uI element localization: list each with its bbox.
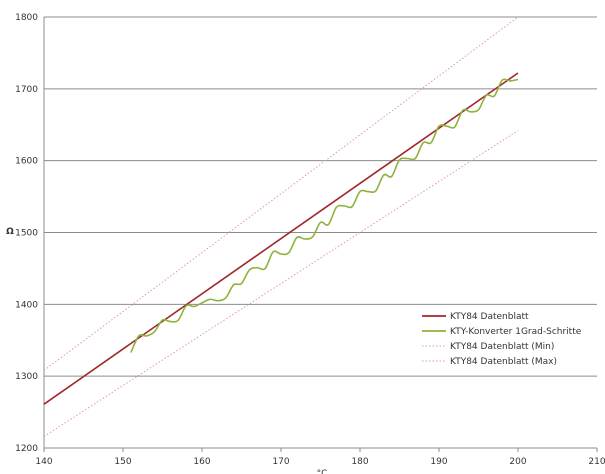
y-tick-labels: 1200 1300 1400 1500 1600 1700 1800 xyxy=(15,13,38,454)
x-tick-label: 160 xyxy=(193,457,210,467)
axes xyxy=(43,17,598,452)
x-tick-label: 210 xyxy=(588,457,605,467)
y-tick-label: 1800 xyxy=(15,13,38,23)
y-axis-label: Ω xyxy=(6,227,14,237)
series-line-2 xyxy=(130,78,519,353)
y-tick-label: 1700 xyxy=(15,85,38,95)
legend: KTY84 Datenblatt KTY-Konverter 1Grad-Schr… xyxy=(422,312,582,367)
y-tick-label: 1200 xyxy=(15,444,38,454)
gridlines xyxy=(44,16,597,377)
x-tick-label: 180 xyxy=(351,457,368,467)
legend-label: KTY84 Datenblatt (Max) xyxy=(450,357,557,367)
series-line-4 xyxy=(43,16,519,371)
x-tick-label: 140 xyxy=(35,457,52,467)
legend-label: KTY84 Datenblatt (Min) xyxy=(450,342,554,352)
y-tick-label: 1600 xyxy=(15,157,38,167)
x-tick-labels: 140 150 160 170 180 190 200 210 xyxy=(35,457,605,467)
y-tick-label: 1500 xyxy=(15,229,38,239)
legend-label: KTY-Konverter 1Grad-Schritte xyxy=(450,327,582,337)
x-tick-label: 170 xyxy=(272,457,289,467)
y-tick-label: 1400 xyxy=(15,300,38,310)
series-line-3 xyxy=(43,130,519,437)
x-axis-label: °C xyxy=(317,469,328,474)
plot-series xyxy=(43,16,519,437)
x-tick-label: 200 xyxy=(509,457,526,467)
series-line-1 xyxy=(43,72,519,405)
x-tick-label: 190 xyxy=(430,457,447,467)
x-tick-label: 150 xyxy=(114,457,131,467)
y-tick-label: 1300 xyxy=(15,372,38,382)
legend-label: KTY84 Datenblatt xyxy=(450,312,529,322)
